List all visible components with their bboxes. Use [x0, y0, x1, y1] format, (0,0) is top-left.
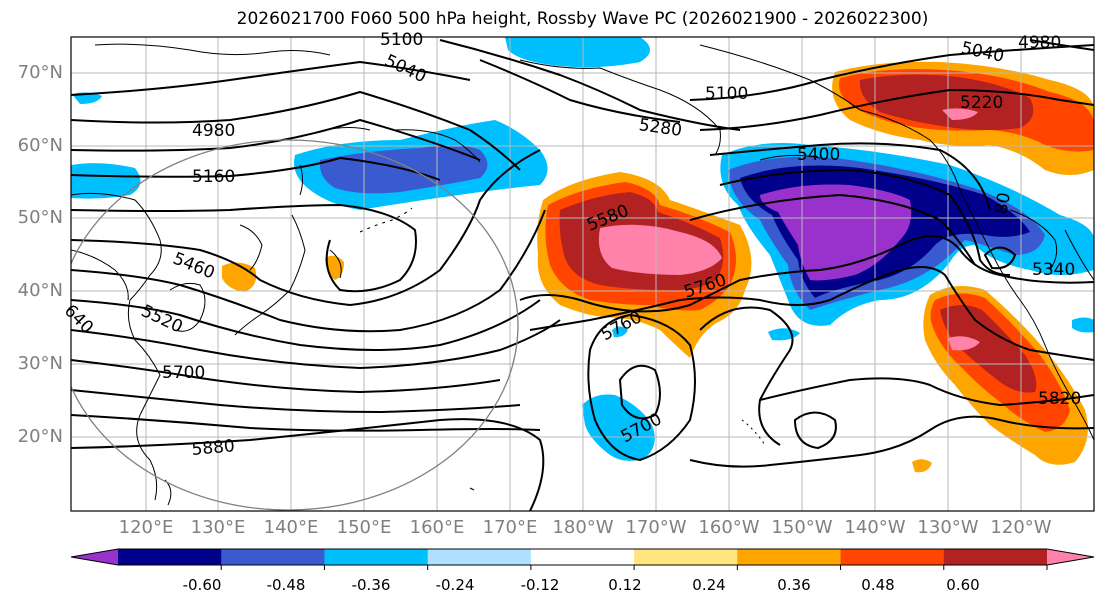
colorbar-tick-label: -0.60	[182, 576, 222, 594]
lon-label: 160°W	[698, 517, 760, 538]
colorbar-segment	[427, 549, 532, 565]
coastlines	[71, 43, 1094, 506]
lat-label: 60°N	[17, 135, 63, 156]
colorbar-segment	[840, 549, 945, 565]
lon-label: 170°E	[482, 517, 538, 538]
contour-label: 5100	[380, 30, 423, 50]
colorbar-tick-label: -0.24	[435, 576, 475, 594]
colorbar-segment	[324, 549, 429, 565]
colorbar-segment	[530, 549, 635, 565]
lon-label: 140°E	[263, 517, 319, 538]
height-contours	[71, 39, 1094, 511]
colorbar-extend-high	[1047, 549, 1094, 565]
lon-label: 140°W	[844, 517, 906, 538]
contour-label: 5820	[1038, 389, 1081, 409]
colorbar-extend-low	[71, 549, 118, 565]
colorbar-tick-label: 0.60	[946, 576, 980, 594]
colorbar-segment	[118, 549, 222, 565]
lon-label: 120°E	[118, 517, 174, 538]
positive-anomaly-alaska-core	[942, 108, 978, 120]
contour-label: 4980	[192, 121, 235, 141]
lon-label: 160°E	[409, 517, 465, 538]
contour-label: 5220	[960, 93, 1003, 113]
colorbar-tick-label: 0.24	[692, 576, 726, 594]
negative-anomaly-west-edge	[71, 163, 141, 199]
contour-label: 5880	[191, 436, 236, 460]
plot-frame	[70, 36, 1095, 512]
colorbar-segment	[221, 549, 325, 565]
lat-label: 30°N	[17, 353, 63, 374]
colorbar-outline	[70, 548, 1095, 566]
map-title: 2026021700 F060 500 hPa height, Rossby W…	[236, 9, 929, 29]
positive-anomaly-alaska-strong	[859, 74, 1034, 130]
colorbar-segment	[634, 549, 738, 565]
colorbar-tick-label: 0.36	[777, 576, 811, 594]
lon-label: 180°W	[552, 517, 614, 538]
lon-label: 150°W	[771, 517, 833, 538]
contour-label: 5400	[797, 145, 840, 165]
graticule	[71, 37, 1094, 511]
contour-label: 4980	[1018, 33, 1061, 53]
positive-anomaly-central-core	[598, 224, 722, 275]
lat-label: 20°N	[17, 426, 63, 447]
contour-label: 5340	[1032, 260, 1075, 280]
lon-label: 120°W	[990, 517, 1052, 538]
colorbar-segment	[737, 549, 842, 565]
lon-label: 170°W	[625, 517, 687, 538]
contour-label: 5160	[192, 167, 235, 187]
shaded-anomaly-layer	[71, 37, 1094, 473]
contour-label: 5100	[705, 84, 748, 104]
colorbar-tick-label: 0.48	[861, 576, 895, 594]
colorbar-tick-label: 0.12	[608, 576, 642, 594]
colorbar-tick-label: -0.36	[351, 576, 391, 594]
colorbar-segment	[943, 549, 1048, 565]
positive-anomaly-california-core	[948, 336, 980, 351]
lat-label: 40°N	[17, 280, 63, 301]
negative-anomaly-small-a	[612, 326, 628, 338]
contour-label: 5700	[162, 363, 205, 383]
negative-anomaly-arctic	[505, 37, 650, 68]
colorbar-tick-label: -0.48	[266, 576, 306, 594]
positive-anomaly-california-strong	[940, 305, 1037, 393]
lat-label: 70°N	[17, 62, 63, 83]
colorbar-tick-label: -0.12	[520, 576, 560, 594]
negative-anomaly-subtropical	[582, 394, 655, 461]
lon-label: 130°E	[190, 517, 246, 538]
negative-anomaly-small-c	[1072, 317, 1094, 333]
colorbar-ticks	[220, 565, 1048, 570]
contour-label: 80	[991, 191, 1014, 216]
reference-circle	[71, 139, 519, 511]
positive-anomaly-small-c	[912, 459, 932, 473]
colorbar	[70, 548, 1095, 570]
lon-label: 130°W	[917, 517, 979, 538]
colorbar-segments	[118, 549, 1048, 565]
lat-label: 50°N	[17, 207, 63, 228]
lon-label: 150°E	[336, 517, 392, 538]
